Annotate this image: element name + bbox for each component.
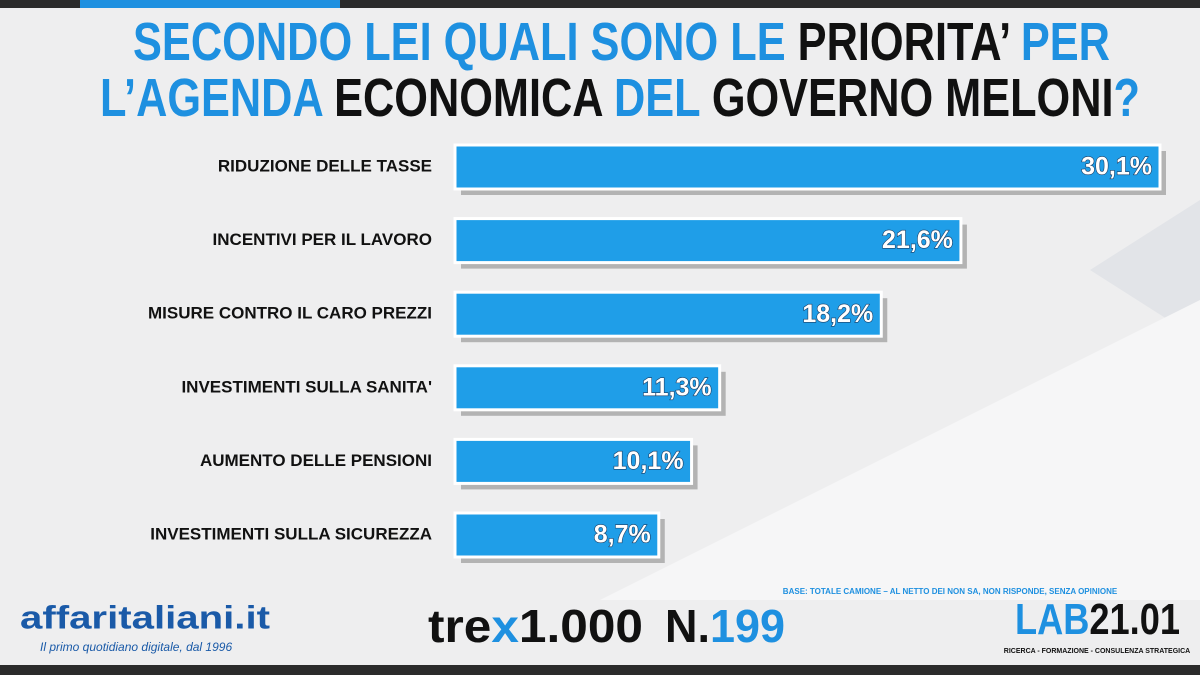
- lab-logo: LAB21.01: [1015, 595, 1180, 644]
- title: SECONDO LEI QUALI SONO LE PRIORITA’ PERL…: [100, 12, 1140, 128]
- title-part: PER: [1021, 12, 1110, 72]
- lab-part: LAB: [1015, 595, 1089, 644]
- lab-tagline: RICERCA - FORMAZIONE - CONSULENZA STRATE…: [1004, 648, 1190, 655]
- bar: [453, 217, 963, 265]
- value-label: 8,7%: [594, 521, 651, 549]
- title-part: DEL: [614, 68, 712, 128]
- bottom-bar: [0, 665, 1200, 675]
- issue-value: 199: [710, 600, 785, 652]
- title-part: L’AGENDA: [100, 68, 334, 128]
- category-label: RIDUZIONE DELLE TASSE: [218, 156, 432, 175]
- title-line: L’AGENDA ECONOMICA DEL GOVERNO MELONI?: [100, 68, 1140, 128]
- issue-prefix: N.: [665, 600, 710, 652]
- issue-number: N.199: [665, 600, 785, 652]
- brand: affaritaliani.it: [20, 599, 270, 635]
- top-accent: [80, 0, 340, 8]
- title-part: GOVERNO MELONI: [712, 68, 1114, 128]
- title-part: ?: [1114, 68, 1140, 128]
- title-part: SECONDO LEI QUALI SONO LE: [133, 12, 798, 72]
- category-label: INVESTIMENTI SULLA SANITA': [181, 377, 432, 396]
- bar: [453, 511, 661, 559]
- category-label: INCENTIVI PER IL LAVORO: [213, 230, 432, 249]
- title-part: PRIORITA’: [798, 12, 1021, 72]
- value-label: 30,1%: [1081, 153, 1152, 181]
- tagline: Il primo quotidiano digitale, dal 1996: [40, 640, 232, 654]
- title-part: ECONOMICA: [334, 68, 614, 128]
- survey-part: x: [491, 600, 519, 652]
- bar: [453, 290, 883, 338]
- lab-part: 21.01: [1089, 595, 1180, 644]
- category-label: AUMENTO DELLE PENSIONI: [200, 451, 432, 470]
- category-label: MISURE CONTRO IL CARO PREZZI: [148, 304, 432, 323]
- value-label: 10,1%: [613, 447, 684, 475]
- value-label: 21,6%: [882, 226, 953, 254]
- value-label: 18,2%: [802, 300, 873, 328]
- value-label: 11,3%: [642, 373, 712, 401]
- category-label: INVESTIMENTI SULLA SICUREZZA: [150, 524, 432, 543]
- bar: [453, 364, 722, 412]
- decor: [1090, 200, 1200, 340]
- title-line: SECONDO LEI QUALI SONO LE PRIORITA’ PER: [133, 12, 1110, 72]
- bars: 30,1% RIDUZIONE DELLE TASSE 21,6% INCENTIVI…: [148, 143, 1166, 563]
- top-bar: [0, 0, 1200, 8]
- bar: [453, 143, 1162, 191]
- decor: [600, 300, 1200, 600]
- survey-logo: trex1.000: [428, 600, 643, 652]
- note: BASE: TOTALE CAMIONE – AL NETTO DEI NON …: [783, 587, 1118, 596]
- survey-part: 1.000: [519, 600, 643, 652]
- bar: [453, 437, 694, 485]
- survey-part: tre: [428, 600, 491, 652]
